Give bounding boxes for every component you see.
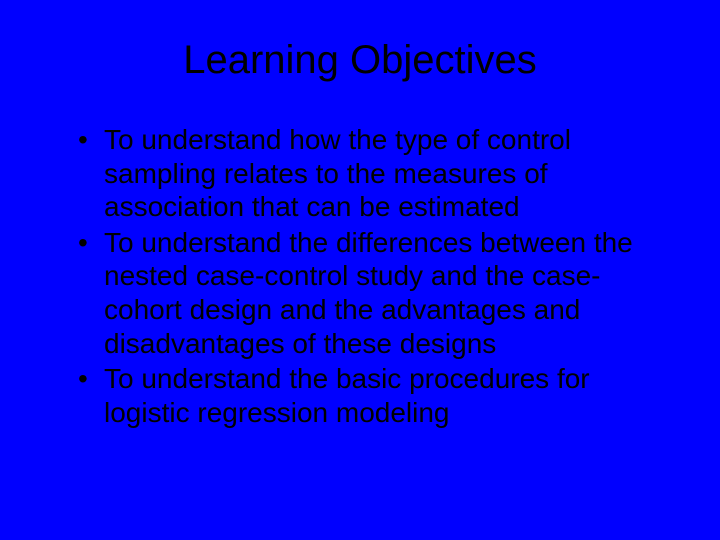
bullet-list: To understand how the type of control sa… (50, 123, 670, 429)
slide-container: Learning Objectives To understand how th… (0, 0, 720, 540)
list-item: To understand how the type of control sa… (78, 123, 670, 224)
list-item: To understand the differences between th… (78, 226, 670, 360)
slide-title: Learning Objectives (50, 38, 670, 83)
list-item: To understand the basic procedures for l… (78, 362, 670, 429)
